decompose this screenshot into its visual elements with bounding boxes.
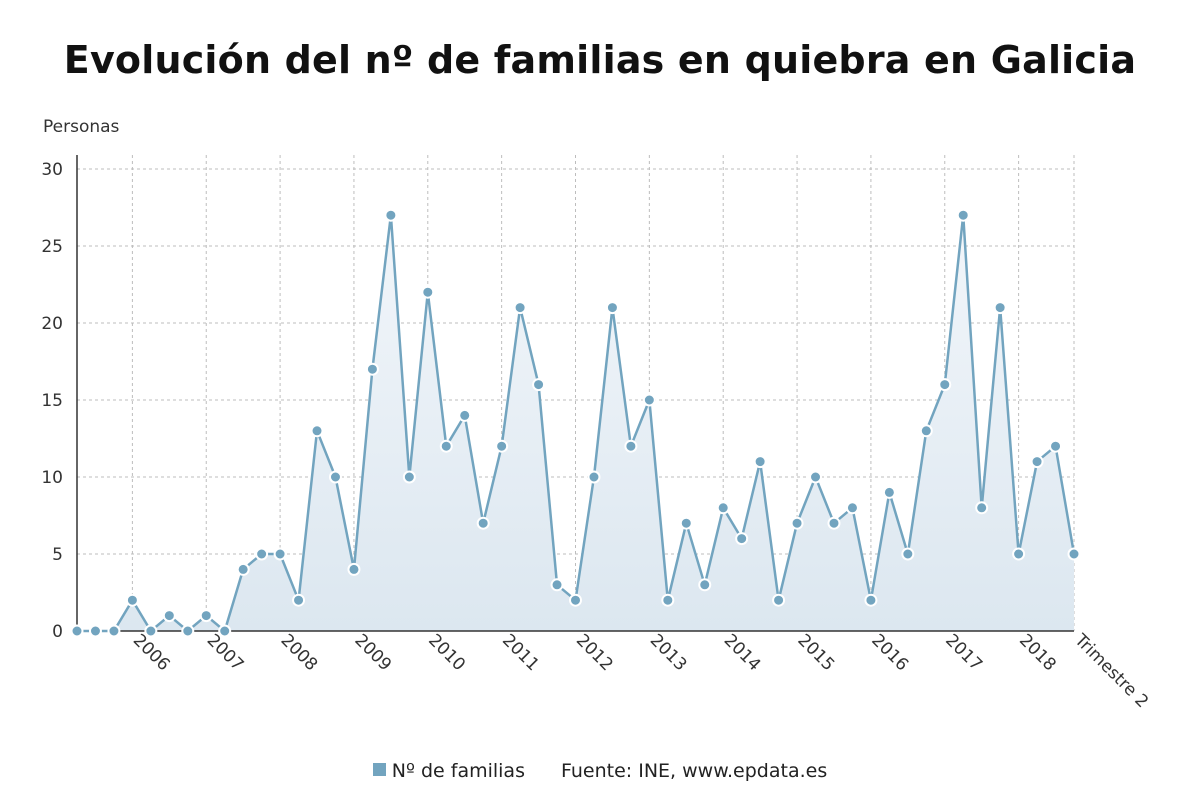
data-point-34: [698, 578, 712, 592]
data-point-3: [125, 593, 139, 607]
y-tick-label-6: 30: [41, 160, 63, 180]
data-point-38: [772, 593, 786, 607]
data-point-33: [679, 516, 693, 530]
data-point-25: [532, 378, 546, 392]
data-point-53: [1049, 439, 1063, 453]
data-point-22: [476, 516, 490, 530]
data-point-32: [661, 593, 675, 607]
data-point-20: [439, 439, 453, 453]
data-point-21: [458, 408, 472, 422]
x-tick-label-8: 2014: [720, 630, 765, 675]
data-point-15: [347, 562, 361, 576]
data-point-45: [901, 547, 915, 561]
data-point-26: [550, 578, 564, 592]
data-point-39: [790, 516, 804, 530]
data-point-47: [938, 378, 952, 392]
data-point-43: [864, 593, 878, 607]
axes: [76, 155, 1074, 632]
data-point-29: [605, 301, 619, 315]
y-tick-label-4: 20: [41, 314, 63, 334]
y-tick-label-1: 5: [52, 545, 63, 565]
data-point-40: [809, 470, 823, 484]
data-point-17: [384, 208, 398, 222]
data-point-1: [88, 624, 102, 638]
data-point-19: [421, 285, 435, 299]
series-points: [70, 208, 1081, 638]
y-ticks: 0 5 10 15 20 25 30: [41, 160, 63, 642]
data-point-54: [1067, 547, 1081, 561]
data-point-6: [181, 624, 195, 638]
data-point-41: [827, 516, 841, 530]
x-tick-label-2: 2008: [277, 630, 322, 675]
legend-swatch: [372, 763, 386, 776]
data-point-48: [956, 208, 970, 222]
data-point-10: [255, 547, 269, 561]
x-ticks: 2006 2007 2008 2009 2010 2011 2012 2013 2014 2015…: [129, 630, 1152, 712]
data-point-28: [587, 470, 601, 484]
data-point-46: [919, 424, 933, 438]
y-tick-label-5: 25: [41, 237, 63, 257]
data-point-27: [569, 593, 582, 607]
data-point-11: [273, 547, 287, 561]
data-point-51: [1012, 547, 1026, 561]
data-point-5: [162, 609, 176, 623]
data-point-52: [1030, 455, 1044, 469]
x-tick-label-11: 2017: [941, 630, 986, 675]
x-tick-label-12: 2018: [1015, 630, 1060, 675]
x-tick-label-9: 2015: [794, 630, 839, 675]
data-point-7: [199, 609, 213, 623]
data-point-23: [495, 439, 509, 453]
y-axis-label: Personas: [43, 117, 120, 137]
data-point-42: [845, 501, 859, 515]
data-point-37: [753, 455, 767, 469]
data-point-4: [144, 624, 158, 638]
x-tick-label-3: 2009: [350, 630, 395, 675]
data-point-18: [402, 470, 416, 484]
legend: Nº de familias Fuente: INE, www.epdata.es: [0, 760, 1200, 782]
x-tick-label-13: Trimestre 2: [1070, 630, 1152, 712]
data-point-13: [310, 424, 324, 438]
data-point-14: [328, 470, 342, 484]
data-point-0: [70, 624, 84, 638]
data-point-44: [882, 485, 896, 499]
data-point-35: [716, 501, 730, 515]
data-point-9: [236, 562, 250, 576]
data-point-50: [993, 301, 1007, 315]
x-tick-label-6: 2012: [572, 630, 617, 675]
y-tick-label-2: 10: [41, 468, 63, 488]
data-point-12: [292, 593, 306, 607]
x-tick-label-4: 2010: [424, 630, 469, 675]
data-point-16: [365, 362, 379, 376]
data-point-8: [218, 624, 232, 638]
data-point-31: [642, 393, 656, 407]
x-tick-label-10: 2016: [867, 630, 912, 675]
y-tick-label-3: 15: [41, 391, 63, 411]
x-tick-label-5: 2011: [498, 630, 543, 675]
data-point-36: [735, 532, 749, 546]
data-point-2: [107, 624, 121, 638]
legend-series-label: Nº de familias: [391, 760, 525, 782]
data-point-24: [513, 301, 527, 315]
data-point-30: [624, 439, 638, 453]
source-note: Fuente: INE, www.epdata.es: [560, 760, 828, 782]
series-area: [77, 215, 1074, 631]
chart-title: Evolución del nº de familias en quiebra …: [63, 38, 1137, 82]
y-tick-label-0: 0: [52, 622, 63, 642]
x-tick-label-7: 2013: [646, 630, 691, 675]
data-point-49: [975, 501, 989, 515]
